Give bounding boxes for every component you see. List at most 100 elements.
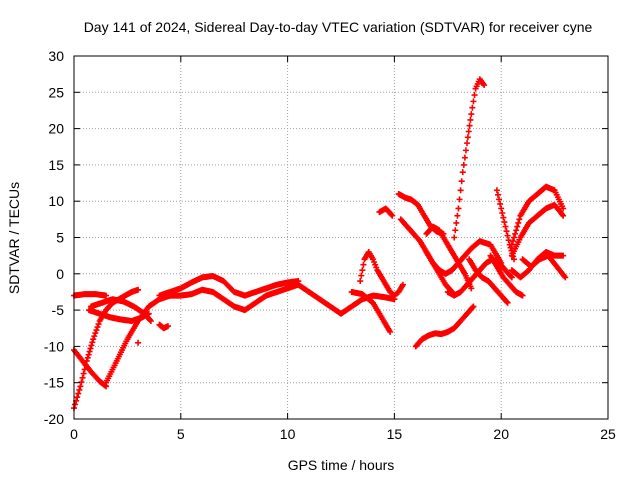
y-tick-label: -10 [44, 338, 64, 354]
data-point [387, 328, 394, 335]
series-trace-22 [466, 256, 511, 306]
data-point [448, 287, 455, 294]
data-point [512, 230, 519, 237]
series-trace-06 [85, 307, 152, 324]
data-point [509, 238, 516, 245]
data-point [360, 261, 367, 268]
data-points [71, 76, 569, 412]
data-point [466, 122, 473, 129]
data-point [511, 234, 518, 241]
data-point [469, 304, 476, 311]
series-trace-28 [519, 252, 569, 281]
data-point [84, 354, 91, 361]
data-point [359, 267, 366, 274]
data-point [135, 339, 142, 346]
data-point [90, 336, 97, 343]
x-tick-label: 20 [493, 426, 509, 442]
data-point [498, 205, 505, 212]
data-point [147, 317, 154, 324]
data-point [79, 374, 86, 381]
data-point [508, 274, 515, 281]
data-point [91, 333, 98, 340]
y-tick-label: 25 [48, 84, 64, 100]
data-point [452, 227, 459, 234]
data-point [145, 310, 152, 317]
data-point [103, 292, 110, 299]
data-point [459, 169, 466, 176]
x-axis-label: GPS time / hours [288, 457, 395, 473]
data-point [464, 140, 471, 147]
data-point [462, 147, 469, 154]
data-point [460, 161, 467, 168]
data-point [467, 116, 474, 123]
data-point [504, 232, 511, 239]
data-point [493, 187, 500, 194]
y-tick-label: -15 [44, 375, 64, 391]
data-point [88, 342, 95, 349]
data-point [469, 104, 476, 111]
data-point [513, 227, 520, 234]
data-point [468, 111, 475, 118]
data-point [74, 394, 81, 401]
y-tick-label: 20 [48, 121, 64, 137]
data-point [504, 299, 511, 306]
data-point [77, 383, 84, 390]
y-tick-label: -5 [52, 302, 65, 318]
data-point [75, 390, 82, 397]
y-tick-label: 30 [48, 48, 64, 64]
series-trace-12 [357, 249, 406, 299]
data-point [135, 286, 142, 293]
data-point [358, 272, 365, 279]
data-point [399, 281, 406, 288]
data-point [497, 200, 504, 207]
grid [74, 56, 608, 419]
data-point [562, 274, 569, 281]
data-point [501, 219, 508, 226]
data-point [516, 216, 523, 223]
data-point [86, 348, 93, 355]
x-tick-label: 0 [70, 426, 78, 442]
y-tick-label: 0 [56, 266, 64, 282]
data-point [503, 228, 510, 235]
data-point [458, 178, 465, 185]
data-point [449, 288, 456, 295]
data-point [388, 211, 395, 218]
data-point [560, 205, 567, 212]
y-tick-label: -20 [44, 411, 64, 427]
data-point [389, 212, 396, 219]
data-point [465, 128, 472, 135]
x-tick-label: 15 [387, 426, 403, 442]
axis-ticks: 0 5 10 15 20 25 -20 -15 -10 -5 0 5 10 15 20 25 30 [44, 48, 616, 442]
series-trace-18 [451, 76, 488, 241]
data-point [470, 303, 477, 310]
data-point [455, 205, 462, 212]
data-point [507, 244, 514, 251]
data-point [515, 219, 522, 226]
series-trace-24 [487, 252, 526, 299]
x-tick-label: 10 [280, 426, 296, 442]
series-trace-13 [348, 288, 394, 335]
data-point [500, 214, 507, 221]
series-trace-17 [412, 303, 477, 350]
data-point [453, 219, 460, 226]
data-point [164, 323, 171, 330]
data-point [89, 339, 96, 346]
data-point [461, 154, 468, 161]
data-point [502, 223, 509, 230]
data-point [85, 351, 92, 358]
data-point [457, 187, 464, 194]
data-point [92, 330, 99, 337]
series-trace-21 [423, 249, 456, 295]
data-point [508, 241, 515, 248]
data-point [87, 345, 94, 352]
data-point [494, 191, 501, 198]
data-point [93, 327, 100, 334]
series-trace-19 [423, 223, 475, 292]
y-tick-label: 15 [48, 157, 64, 173]
data-point [357, 278, 364, 285]
series-trace-08 [135, 339, 142, 346]
data-point [560, 252, 567, 259]
data-point [511, 256, 518, 263]
series-trace-25 [508, 183, 567, 248]
data-point [72, 401, 79, 408]
